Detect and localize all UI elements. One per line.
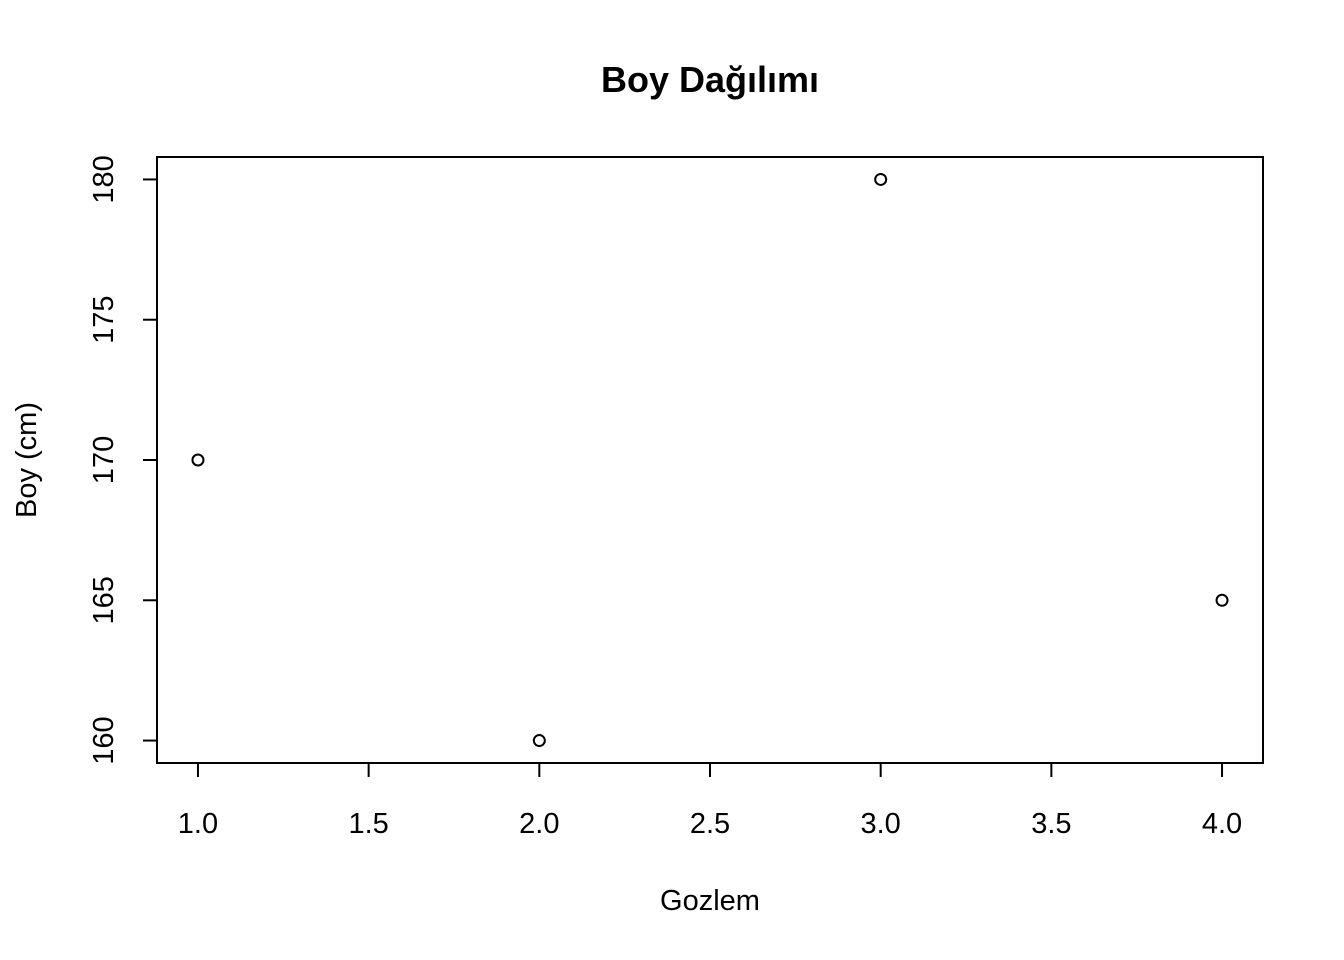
x-tick-label: 1.5 [348,808,388,840]
y-tick-label: 165 [88,576,120,624]
y-tick-label: 170 [88,436,120,484]
data-point [1215,593,1229,607]
x-tick-label: 2.5 [690,808,730,840]
data-points [191,172,1229,748]
x-axis: 1.0 1.5 2.0 2.5 3.0 3.5 4.0 [178,762,1242,840]
x-tick-label: 2.0 [519,808,559,840]
data-point [191,453,205,467]
y-tick-label: 175 [88,296,120,344]
y-tick-label: 180 [88,155,120,203]
x-axis-label: Gozlem [660,885,760,917]
x-tick-label: 3.5 [1031,808,1071,840]
data-point [532,734,546,748]
x-tick-label: 1.0 [178,808,218,840]
chart-title: Boy Dağılımı [601,59,819,100]
y-tick-label: 160 [88,716,120,764]
data-point [874,172,888,186]
x-tick-label: 3.0 [861,808,901,840]
y-axis-label: Boy (cm) [11,402,43,518]
x-tick-label: 4.0 [1202,808,1242,840]
y-axis: 160 165 170 175 180 [88,155,158,765]
